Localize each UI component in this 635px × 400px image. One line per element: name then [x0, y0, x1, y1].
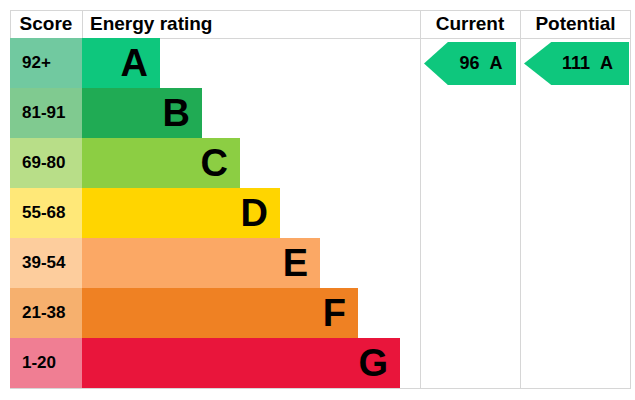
- band-bar-g: G: [82, 338, 400, 388]
- potential-rating-arrow: 111 A: [524, 42, 629, 85]
- grid-line-bottom: [10, 388, 631, 389]
- score-range-g: 1-20: [10, 338, 82, 388]
- band-letter-f: F: [323, 288, 346, 338]
- grid-line-right: [630, 10, 631, 388]
- band-bar-f: F: [82, 288, 358, 338]
- band-bar-e: E: [82, 238, 320, 288]
- score-column-header: Score: [10, 10, 82, 38]
- band-row-f: 21-38 F: [10, 288, 358, 338]
- band-letter-a: A: [121, 38, 148, 88]
- score-range-d: 55-68: [10, 188, 82, 238]
- band-row-e: 39-54 E: [10, 238, 320, 288]
- band-row-c: 69-80 C: [10, 138, 240, 188]
- band-row-g: 1-20 G: [10, 338, 400, 388]
- score-range-b: 81-91: [10, 88, 82, 138]
- energy-rating-column-header: Energy rating: [82, 10, 420, 38]
- grid-line-potential-divider: [520, 10, 521, 388]
- potential-column-header: Potential: [520, 10, 631, 38]
- band-bar-d: D: [82, 188, 280, 238]
- epc-energy-rating-chart: Score Energy rating Current Potential 92…: [0, 0, 635, 400]
- band-letter-c: C: [201, 138, 228, 188]
- current-column-header: Current: [420, 10, 520, 38]
- score-range-e: 39-54: [10, 238, 82, 288]
- band-row-a: 92+ A: [10, 38, 160, 88]
- grid-line-current-divider: [420, 10, 421, 388]
- band-row-b: 81-91 B: [10, 88, 202, 138]
- potential-rating-letter: A: [600, 53, 613, 74]
- current-rating-arrow: 96 A: [424, 42, 516, 85]
- score-range-f: 21-38: [10, 288, 82, 338]
- score-range-c: 69-80: [10, 138, 82, 188]
- band-letter-b: B: [163, 88, 190, 138]
- band-bar-b: B: [82, 88, 202, 138]
- band-letter-e: E: [283, 238, 308, 288]
- band-bar-c: C: [82, 138, 240, 188]
- potential-rating-value: 111: [562, 53, 590, 74]
- band-letter-g: G: [358, 338, 388, 388]
- score-range-a: 92+: [10, 38, 82, 88]
- band-bar-a: A: [82, 38, 160, 88]
- band-row-d: 55-68 D: [10, 188, 280, 238]
- current-rating-letter: A: [490, 53, 503, 74]
- band-letter-d: D: [241, 188, 268, 238]
- current-rating-value: 96: [459, 53, 479, 74]
